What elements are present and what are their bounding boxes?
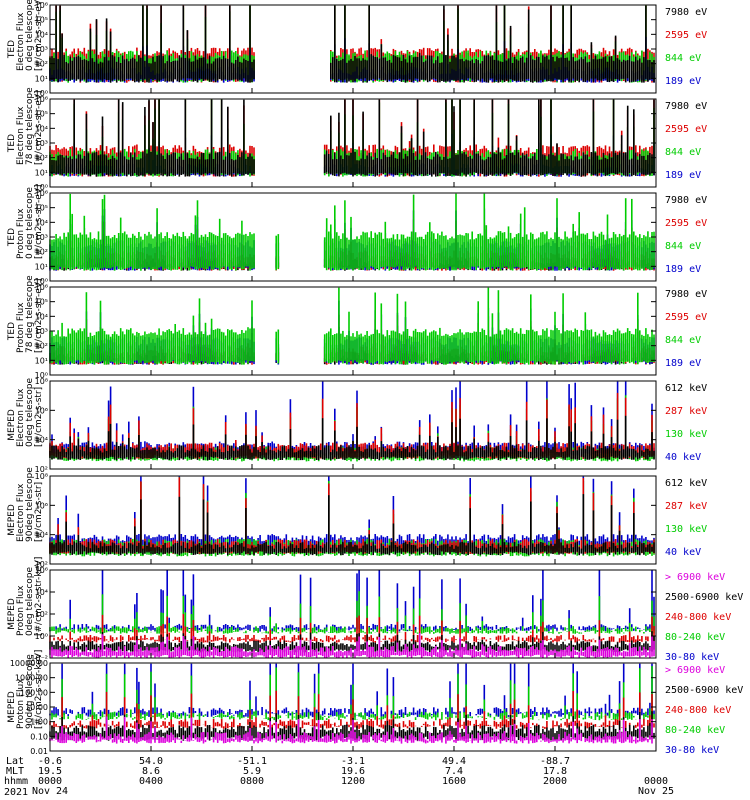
y-tick-label: 10² (35, 248, 48, 257)
legend-entry: 844 eV (665, 241, 702, 252)
panel-legend: 7980 eV 2595 eV 844 eV 189 eV (665, 193, 750, 281)
y-tick-label: 10⁴ (35, 124, 48, 133)
y-tick-label: 10³ (35, 327, 48, 336)
panel-plot-area: 10⁰ 10¹ 10² 10³ 10⁴ 10⁵ 10⁶ (35, 1, 657, 98)
y-tick-label: 10² (35, 342, 48, 351)
series-7980-ev (49, 5, 655, 83)
y-tick-label: 10⁵ (35, 204, 48, 213)
flux-panel-5: MEPED Electron Flux 0deg telescope [#/cm2-s… (0, 377, 750, 474)
legend-entry: 844 eV (665, 335, 702, 346)
series-7980-ev (49, 99, 655, 177)
panel-plot-area: 10⁰ 10¹ 10² 10³ 10⁴ 10⁵ 10⁶ (35, 95, 657, 192)
series-844-ev (49, 287, 655, 365)
y-tick-label: 10² (35, 60, 48, 69)
flux-panel-3: TED Proton Flux 0 deg telescope [#/cm2-s-st… (0, 184, 750, 286)
panel-legend: 7980 eV 2595 eV 844 eV 189 eV (665, 5, 750, 93)
y-tick-label: 10¹ (35, 356, 48, 365)
panel-legend: 7980 eV 2595 eV 844 eV 189 eV (665, 287, 750, 375)
legend-entry: 7980 eV (665, 289, 708, 300)
y-tick-label: 10⁴ (35, 30, 48, 39)
y-tick-label: 10⁶ (35, 95, 48, 104)
y-tick-label: 10³ (35, 45, 48, 54)
y-tick-label: 10³ (35, 233, 48, 242)
y-tick-label: 10⁵ (35, 298, 48, 307)
legend-entry: 2595 eV (665, 312, 708, 323)
y-tick-label: 10⁰ (35, 277, 48, 286)
legend-entry: 7980 eV (665, 7, 708, 18)
series-844-ev (49, 193, 655, 271)
y-tick-label: 10⁶ (35, 283, 48, 292)
y-tick-label: 10¹ (35, 262, 48, 271)
y-tick-label: 10⁴ (35, 312, 48, 321)
legend-entry: 2595 eV (665, 30, 708, 41)
legend-entry: 2595 eV (665, 218, 708, 229)
y-tick-label: 10⁴ (35, 218, 48, 227)
legend-entry: 189 eV (665, 76, 702, 87)
flux-panel-1: TED Electron Flux 0 deg telescope [#/cm2-s-… (0, 0, 750, 98)
legend-entry: 189 eV (665, 264, 702, 275)
panel-legend: 7980 eV 2595 eV 844 eV 189 eV (665, 99, 750, 187)
legend-entry: 844 eV (665, 53, 702, 64)
legend-entry: 7980 eV (665, 101, 708, 112)
legend-entry: 2595 eV (665, 124, 708, 135)
y-tick-label: 10¹ (35, 74, 48, 83)
flux-panel-2: TED Electron Flux 78 deg telescope [#/cm2-s… (0, 87, 750, 192)
y-tick-label: 10⁵ (35, 16, 48, 25)
flux-panel-4: TED Proton Flux 78 deg telescope [#/cm2-s-s… (0, 275, 750, 380)
y-tick-label: 10⁰ (35, 89, 48, 98)
panel-plot-area: 10⁰ 10¹ 10² 10³ 10⁴ 10⁵ 10⁶ (35, 189, 657, 286)
legend-entry: 7980 eV (665, 195, 708, 206)
y-tick-label: 10⁶ (35, 1, 48, 10)
y-tick-label: 10³ (35, 139, 48, 148)
legend-entry: 844 eV (665, 147, 702, 158)
y-tick-label: 10⁰ (35, 183, 48, 192)
legend-entry: 189 eV (665, 170, 702, 181)
panel-plot-area: 10⁰ 10¹ 10² 10³ 10⁴ 10⁵ 10⁶ (35, 283, 657, 380)
y-tick-label: 10² (35, 154, 48, 163)
legend-entry: 189 eV (665, 358, 702, 369)
y-tick-label: 10⁶ (35, 189, 48, 198)
y-tick-label: 10⁰ (35, 371, 48, 380)
y-tick-label: 10¹ (35, 168, 48, 177)
y-tick-label: 10⁵ (35, 110, 48, 119)
